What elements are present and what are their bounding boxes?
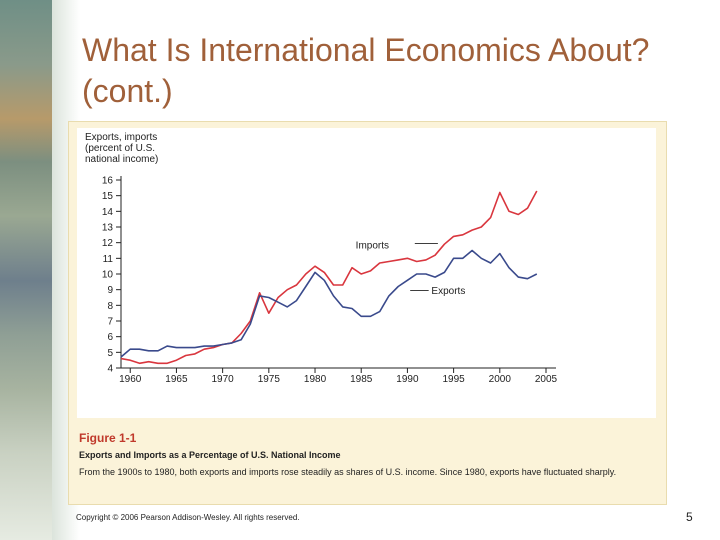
- y-tick-label: 11: [103, 254, 114, 265]
- figure-label: Figure 1-1: [79, 431, 137, 445]
- decorative-side-strip: [0, 0, 80, 540]
- x-tick-label: 1990: [396, 374, 419, 385]
- y-axis-title-line: Exports, imports: [85, 132, 157, 143]
- y-tick-label: 15: [102, 191, 114, 202]
- y-tick-label: 9: [107, 285, 113, 296]
- x-tick-label: 1965: [165, 374, 188, 385]
- page-number: 5: [686, 510, 693, 524]
- y-tick-label: 10: [102, 270, 114, 281]
- copyright-notice: Copyright © 2006 Pearson Addison-Wesley.…: [76, 513, 300, 522]
- imports-line: [120, 190, 538, 365]
- line-chart: Exports, imports(percent of U.S.national…: [85, 132, 558, 385]
- x-tick-label: 1960: [119, 374, 142, 385]
- y-tick-label: 6: [107, 332, 113, 343]
- x-tick-label: 1995: [442, 374, 465, 385]
- y-tick-label: 7: [107, 317, 113, 328]
- y-axis-title-line: national income): [85, 154, 158, 165]
- y-tick-label: 8: [107, 301, 113, 312]
- y-axis-title-line: (percent of U.S.: [85, 143, 155, 154]
- exports-line: [120, 249, 538, 358]
- imports-label: Imports: [356, 241, 389, 252]
- x-tick-label: 1970: [212, 374, 235, 385]
- y-tick-label: 5: [107, 348, 113, 359]
- y-tick-label: 16: [102, 176, 114, 187]
- figure-caption: From the 1900s to 1980, both exports and…: [79, 467, 617, 477]
- y-tick-label: 12: [102, 238, 114, 249]
- y-tick-label: 14: [102, 207, 114, 218]
- figure-panel: Exports, imports (percent of U.S. national…: [68, 121, 667, 505]
- x-tick-label: 2000: [489, 374, 512, 385]
- x-tick-label: 1975: [258, 374, 281, 385]
- y-tick-label: 4: [107, 364, 113, 375]
- plot-area: Exports, imports (percent of U.S. national…: [77, 128, 656, 418]
- figure-caption-title: Exports and Imports as a Percentage of U…: [79, 450, 341, 460]
- exports-label: Exports: [431, 286, 465, 297]
- y-tick-label: 13: [102, 223, 114, 234]
- slide-title: What Is International Economics About? (…: [82, 32, 650, 109]
- x-tick-label: 1980: [304, 374, 327, 385]
- x-tick-label: 2005: [535, 374, 558, 385]
- x-tick-label: 1985: [350, 374, 373, 385]
